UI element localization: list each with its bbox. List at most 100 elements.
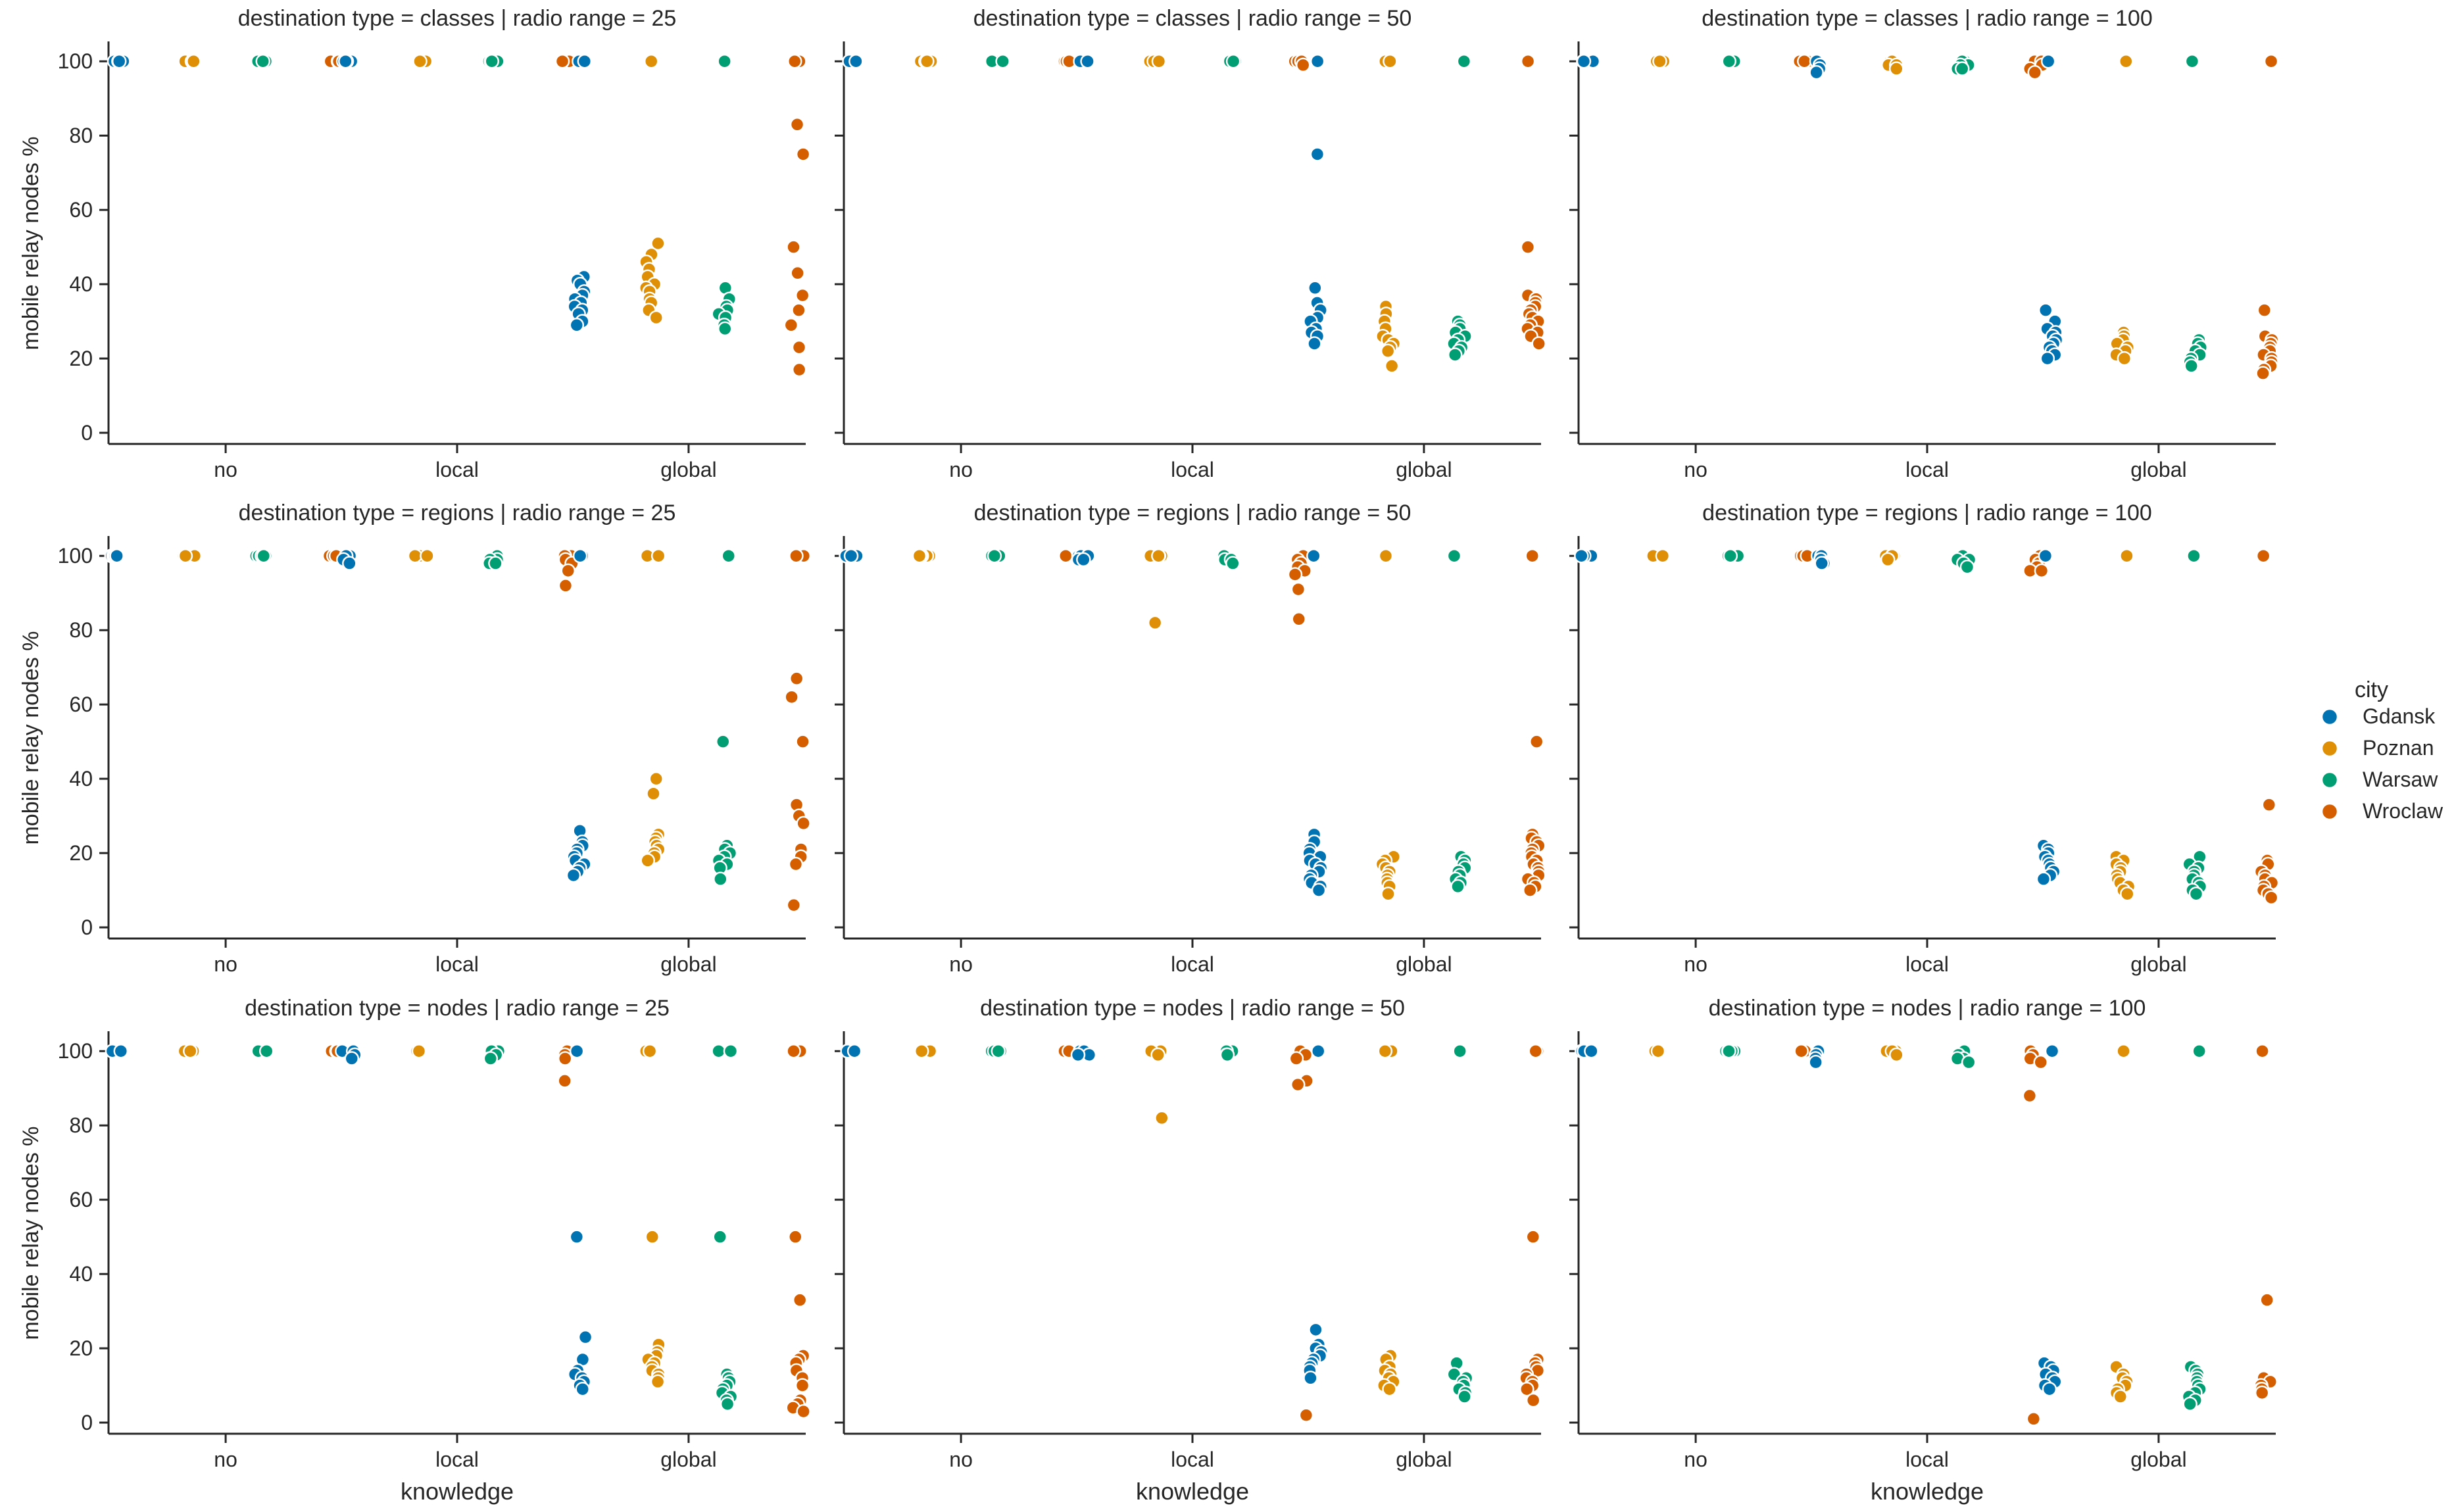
facet-panel: destination type = regions | radio range… [18,500,812,976]
data-point [255,53,271,69]
data-point [848,53,864,69]
x-tick-label: global [1396,1448,1452,1471]
data-point [178,548,193,564]
data-point [640,853,655,868]
data-point [1076,552,1091,568]
x-tick-label: no [1684,952,1707,976]
data-point [2044,1043,2060,1059]
data-point [2255,366,2270,381]
facet-panel: destination type = nodes | radio range =… [835,996,1546,1505]
data-point [1520,53,1536,69]
data-point [712,1229,727,1244]
data-point [411,1043,427,1059]
y-tick-label: 100 [58,1039,93,1063]
y-tick-label: 0 [81,421,93,445]
y-tick-label: 100 [58,544,93,568]
data-point [1529,734,1544,749]
x-tick-label: local [1171,952,1214,976]
data-point [1290,581,1306,597]
y-tick-label: 80 [69,124,93,147]
data-point [987,548,1002,564]
data-point [1287,567,1303,582]
data-point [1889,1047,1904,1063]
x-tick-label: local [1171,1448,1214,1471]
data-point [1528,1043,1543,1059]
legend-entry-label: Poznan [2363,736,2434,760]
data-point [2192,1043,2207,1059]
x-tick-label: local [1905,458,1949,481]
data-point [791,362,807,378]
legend-marker [2320,739,2339,758]
data-point [1150,1047,1166,1063]
y-tick-label: 80 [69,618,93,642]
legend-marker [2320,771,2339,789]
data-point [1450,879,1465,894]
data-point [1457,1389,1472,1404]
x-tick-label: global [1396,952,1452,976]
data-point [1307,336,1322,351]
panel-title: destination type = classes | radio range… [973,6,1412,31]
data-point [650,1374,666,1390]
data-point [2259,1292,2274,1307]
x-tick-label: global [1396,458,1452,481]
x-tick-label: global [660,458,716,481]
data-point [554,53,570,69]
legend-entry-label: Warsaw [2363,768,2438,791]
data-point [1291,612,1306,627]
data-point [796,1403,811,1419]
y-tick-label: 0 [81,1411,93,1434]
data-point [1652,53,1667,69]
data-point [557,1051,573,1066]
data-point [2261,797,2277,812]
data-point [795,734,810,749]
data-point [1574,548,1589,564]
y-tick-label: 0 [81,915,93,939]
data-point [2255,548,2271,564]
data-point [1384,358,1400,374]
data-point [577,53,593,69]
data-point [488,556,503,571]
data-point [645,1229,660,1244]
data-point [2184,358,2199,374]
x-tick-label: local [435,1448,479,1471]
data-point [1721,1043,1736,1059]
y-tick-label: 60 [69,693,93,716]
data-point [711,1043,726,1059]
data-point [2255,1043,2270,1059]
data-point [1880,552,1896,568]
data-point [1225,556,1240,571]
data-point [342,556,357,571]
data-point [1070,1047,1086,1063]
x-axis-label: knowledge [1871,1478,1984,1505]
y-tick-label: 40 [69,1262,93,1286]
data-point [1959,559,1975,575]
panel-title: destination type = nodes | radio range =… [980,996,1405,1021]
data-point [111,53,127,69]
data-point [789,548,804,564]
data-point [1447,347,1463,362]
data-point [2254,1385,2270,1401]
data-point [991,1043,1006,1059]
facet-grid: destination type = classes | radio range… [18,6,2280,1505]
data-point [2026,1411,2042,1427]
data-point [2186,548,2201,564]
data-point [795,147,811,162]
data-point [1382,1381,1397,1397]
legend: city Gdansk Poznan Warsaw Wroclaw [2320,677,2443,823]
data-point [2257,303,2272,318]
data-point [2113,1389,2128,1404]
x-axis-label: knowledge [401,1478,514,1505]
data-point [914,1043,929,1059]
data-point [1225,53,1241,69]
data-point [786,897,802,913]
data-point [256,548,272,564]
data-point [790,265,805,281]
data-point [2027,64,2042,80]
data-point [1655,548,1671,564]
data-point [557,1073,572,1088]
data-point [412,53,428,69]
data-point [1584,1043,1599,1059]
y-tick-label: 60 [69,198,93,222]
data-point [789,117,805,132]
data-point [787,53,802,69]
